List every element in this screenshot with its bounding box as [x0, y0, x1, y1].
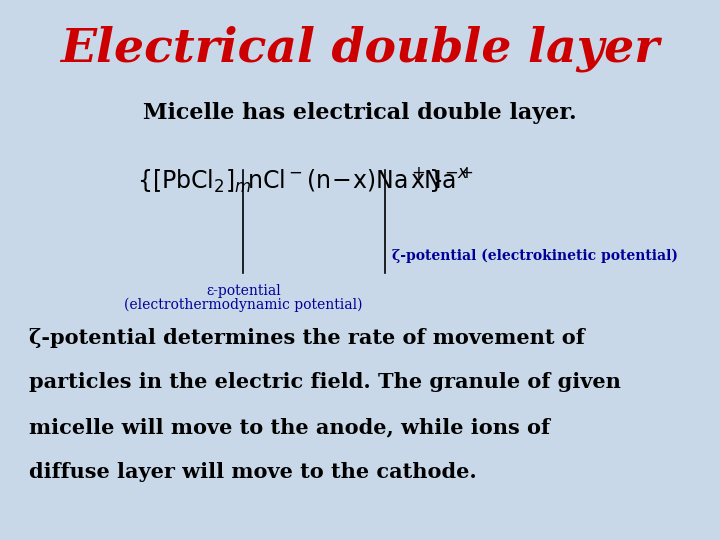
Text: ζ-potential determines the rate of movement of: ζ-potential determines the rate of movem…	[29, 327, 585, 348]
Text: (electrothermodynamic potential): (electrothermodynamic potential)	[124, 298, 363, 312]
Text: $\{[\mathrm{PbCl_2}]_m\!\mathrm{nCl^-(n\!-\!x)Na^+}\}^{-x}$: $\{[\mathrm{PbCl_2}]_m\!\mathrm{nCl^-(n\…	[137, 166, 469, 195]
Text: Electrical double layer: Electrical double layer	[60, 25, 660, 72]
Text: particles in the electric field. The granule of given: particles in the electric field. The gra…	[29, 372, 621, 393]
Text: ε-potential: ε-potential	[206, 284, 281, 298]
Text: diffuse layer will move to the cathode.: diffuse layer will move to the cathode.	[29, 462, 477, 482]
Text: ζ-potential (electrokinetic potential): ζ-potential (electrokinetic potential)	[392, 248, 678, 262]
Text: micelle will move to the anode, while ions of: micelle will move to the anode, while io…	[29, 417, 550, 437]
Text: $\mathrm{xNa^+}$: $\mathrm{xNa^+}$	[410, 168, 474, 193]
Text: Micelle has electrical double layer.: Micelle has electrical double layer.	[143, 103, 577, 124]
